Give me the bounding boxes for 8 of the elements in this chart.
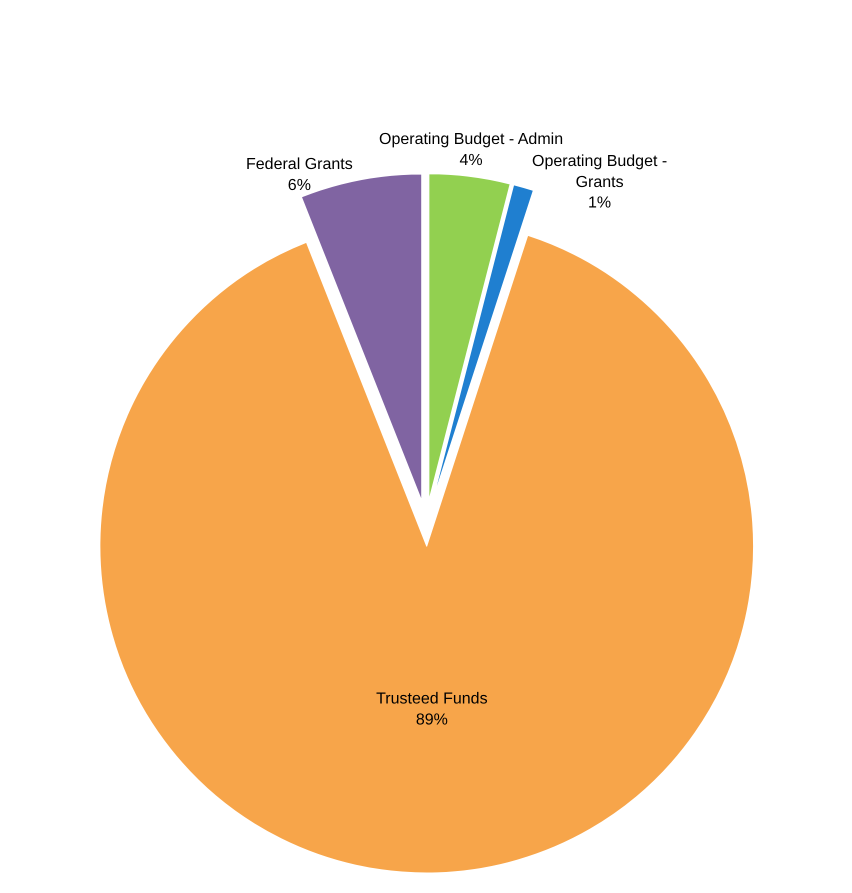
slice-label: Federal Grants (246, 156, 353, 173)
data-label: 89% (416, 711, 448, 728)
slice-label: Operating Budget - Admin (379, 131, 564, 148)
data-label: 4% (459, 152, 483, 169)
slice-label: Trusteed Funds (376, 690, 488, 708)
slice-label: Operating Budget - Grants (532, 153, 668, 191)
data-label: 1% (588, 194, 612, 212)
data-label: 6% (288, 176, 311, 194)
